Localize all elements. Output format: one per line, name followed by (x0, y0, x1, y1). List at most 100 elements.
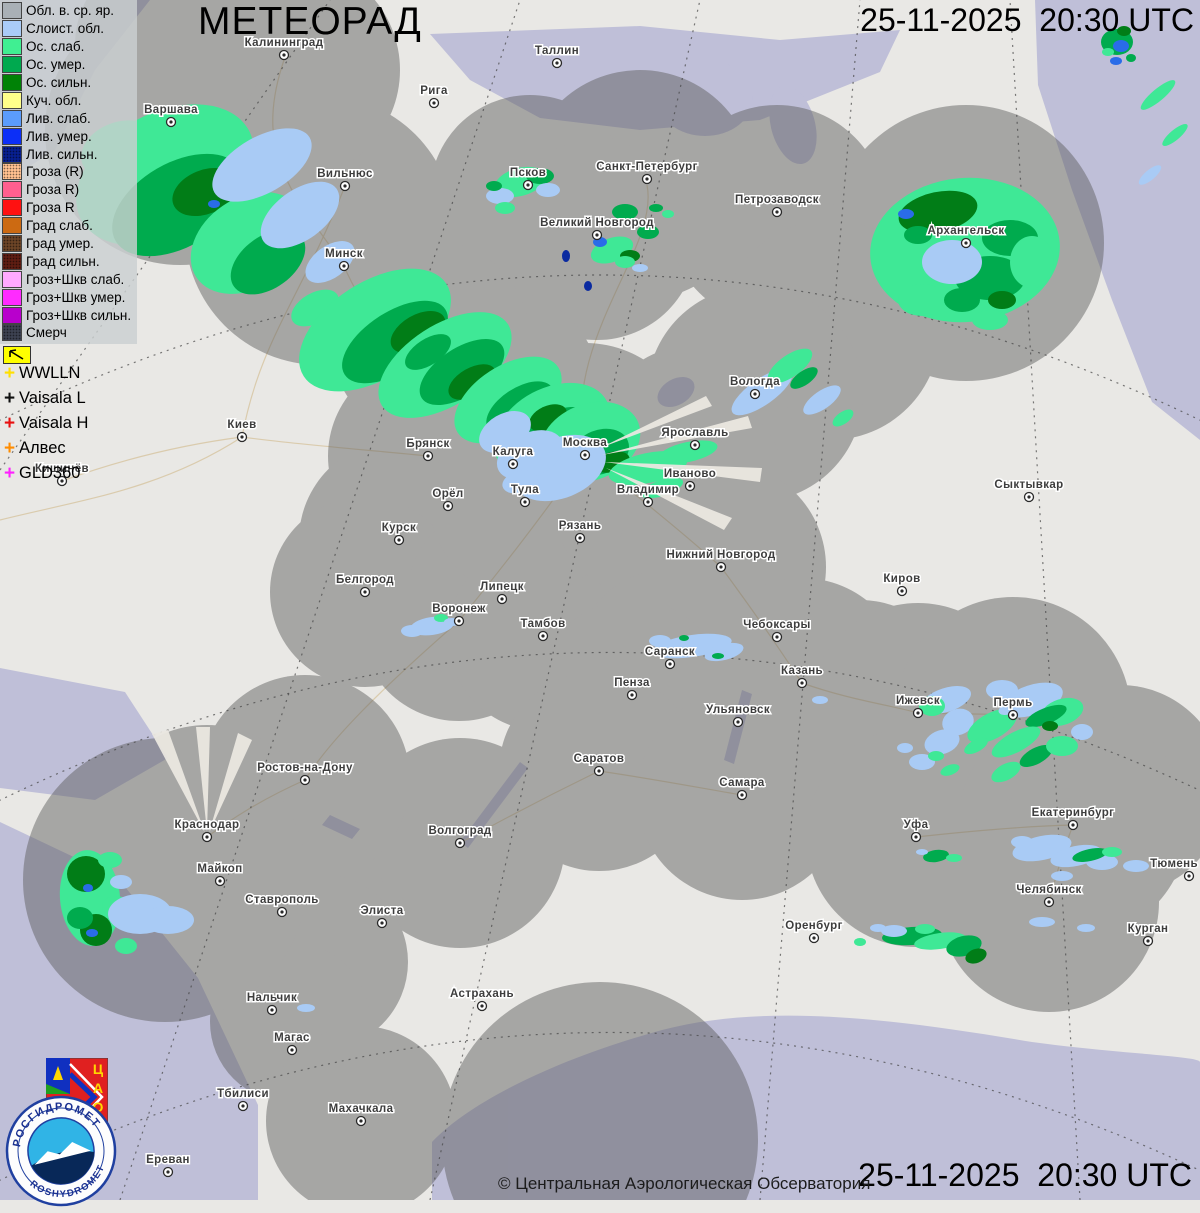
legend-item: Ос. сильн. (2, 74, 137, 92)
legend-label: Град слаб. (26, 218, 93, 234)
precip-echo (897, 743, 913, 753)
precip-echo (942, 708, 974, 736)
precip-echo (922, 240, 982, 284)
legend-item: Град слаб. (2, 217, 137, 235)
legend-swatch (2, 91, 22, 109)
city-marker: Ставрополь (244, 893, 320, 918)
legend-item: Обл. в. ср. яр. (2, 2, 137, 20)
city-label: Ярославль (661, 427, 728, 439)
legend-item: Гроза R (2, 199, 137, 217)
precip-echo (964, 737, 988, 755)
precip-echo (924, 729, 960, 755)
city-marker: Иваново (662, 467, 717, 492)
precip-echo (881, 925, 907, 937)
precip-echo (812, 696, 828, 704)
legend-label: Гроза R (26, 200, 75, 216)
precip-echo (991, 726, 1041, 758)
city-label: Майкоп (197, 863, 242, 875)
legend-swatch (2, 324, 22, 342)
city-marker: Магас (273, 1031, 311, 1056)
city-label: Иваново (664, 468, 716, 480)
city-marker: Петрозаводск (734, 193, 820, 218)
city-marker: Рязань (557, 519, 602, 544)
city-marker: Саратов (572, 752, 625, 777)
city-label: Орёл (432, 488, 463, 500)
precip-echo (767, 348, 813, 384)
city-label: Магас (274, 1032, 310, 1044)
legend-swatch (2, 217, 22, 235)
legend-swatch (2, 199, 22, 217)
city-label: Калининград (245, 37, 324, 49)
city-marker: Самара (718, 776, 766, 801)
precip-echo (1025, 704, 1067, 728)
city-label: Саратов (574, 753, 625, 765)
city-marker: Варшава (143, 103, 199, 128)
legend-item: Гроз+Шкв слаб. (2, 270, 137, 288)
city-marker: Тула (509, 483, 540, 508)
city-label: Архангельск (927, 225, 1004, 237)
city-label: Волгоград (428, 825, 491, 837)
legend-item: Град умер. (2, 235, 137, 253)
city-marker: Курган (1126, 922, 1170, 947)
legend-item: Ос. умер. (2, 56, 137, 74)
precip-echo (712, 653, 724, 659)
legend-label: Гроза R) (26, 182, 80, 198)
legend-swatch (2, 235, 22, 253)
city-marker: Тамбов (519, 617, 567, 642)
precip-echo (649, 635, 671, 647)
legend-item: Гроз+Шкв сильн. (2, 306, 137, 324)
city-label: Киев (227, 419, 256, 431)
precip-echo (260, 181, 340, 249)
legend-swatch (2, 145, 22, 163)
precip-echo (870, 924, 886, 932)
precip-echo (208, 200, 220, 208)
city-label: Нальчик (247, 992, 297, 1004)
city-label: Казань (781, 665, 823, 677)
precip-echo (1123, 860, 1149, 872)
precip-echo (916, 849, 928, 855)
precip-echo (1029, 917, 1055, 927)
beam-spokes-layer (152, 396, 762, 833)
city-label: Сыктывкар (994, 479, 1063, 491)
legend-label: Град сильн. (26, 253, 100, 269)
precip-echo (965, 948, 987, 964)
city-label: Ереван (146, 1154, 190, 1166)
legend-swatch (2, 127, 22, 145)
precip-echo (637, 225, 659, 239)
precip-echo (486, 188, 514, 204)
city-label: Пенза (614, 677, 650, 689)
city-marker: Кишинёв (34, 462, 90, 487)
city-marker: Курск (380, 521, 417, 546)
lightning-source-label: Vaisala H (19, 413, 89, 432)
lightning-source-item: + GLD360 (2, 462, 81, 484)
city-marker: Элиста (359, 904, 405, 929)
lightning-cross-icon: + (3, 362, 16, 384)
city-marker: Пермь (992, 696, 1034, 721)
city-marker: Нижний Новгород (665, 548, 777, 573)
legend-item: Смерч (2, 324, 137, 342)
precip-echo (502, 470, 538, 494)
precip-echo (1042, 721, 1058, 731)
precip-echo (305, 241, 355, 283)
lightning-cross-icon: + (3, 462, 16, 484)
city-marker: Ижевск (895, 694, 941, 719)
precip-echo (909, 754, 935, 770)
city-marker: Рига (419, 84, 449, 109)
city-marker: Орёл (431, 487, 465, 512)
precip-echo (832, 409, 854, 427)
city-label: Псков (510, 167, 546, 179)
city-marker: Майкоп (196, 862, 244, 887)
lightning-source-item: + WWLLN (2, 362, 80, 384)
legend-swatch (2, 288, 22, 306)
precip-echo (898, 190, 978, 234)
precip-echo (1046, 736, 1078, 756)
tornado-arrow-icon (3, 346, 31, 364)
precip-echo (1140, 80, 1176, 110)
city-label: Элиста (360, 905, 403, 917)
roshydromet-logo: РОСГИДРОМЕТ ROSHYDROMET (3, 1091, 118, 1213)
legend-item: Лив. сильн. (2, 145, 137, 163)
city-label: Астрахань (450, 988, 514, 1000)
legend-item: Гроз+Шкв умер. (2, 288, 137, 306)
